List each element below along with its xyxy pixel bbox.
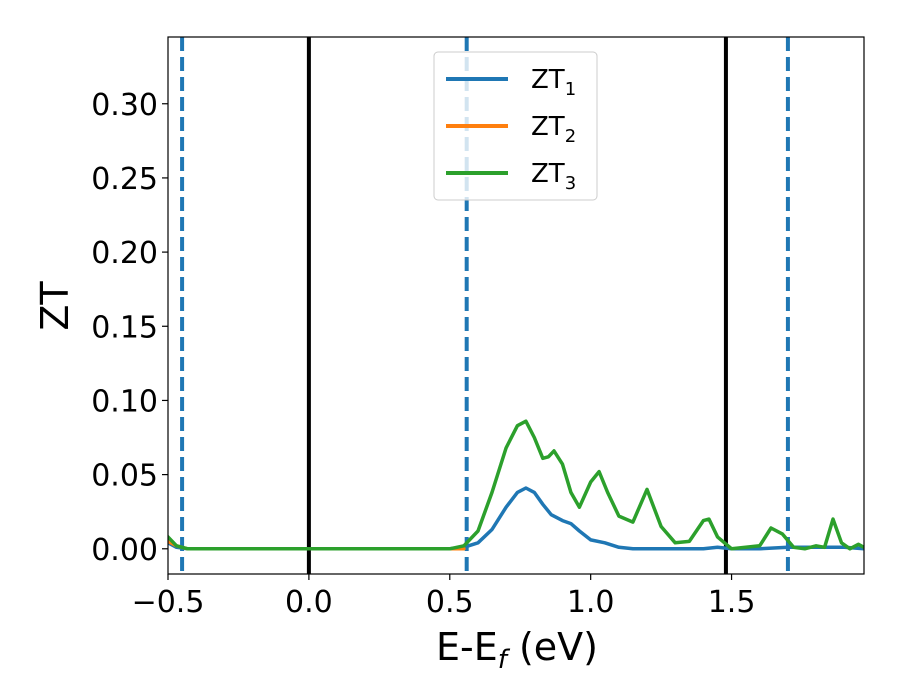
x-tick-label: 1.5 <box>708 585 756 620</box>
legend-box <box>433 51 598 201</box>
y-tick-label: 0.10 <box>91 384 158 419</box>
y-tick-label: 0.25 <box>91 162 158 197</box>
y-axis-label: ZT <box>33 281 77 331</box>
series-lines <box>168 419 864 551</box>
legend: ZT1 ZT2 ZT3 <box>433 51 598 201</box>
x-axis-ticks: −0.5 0.0 0.5 1.0 1.5 <box>132 574 756 620</box>
y-tick-label: 0.20 <box>91 236 158 271</box>
series-line-zt3 <box>168 419 864 551</box>
legend-label-zt3: ZT3 <box>531 159 576 194</box>
y-tick-label: 0.00 <box>91 533 158 568</box>
legend-label-zt2: ZT2 <box>531 112 576 147</box>
x-tick-label: 0.0 <box>285 585 333 620</box>
x-tick-label: −0.5 <box>132 585 205 620</box>
y-tick-label: 0.05 <box>91 459 158 494</box>
legend-label-zt1: ZT1 <box>531 65 576 100</box>
axes-frame <box>167 36 865 575</box>
axes-border <box>167 36 865 575</box>
y-tick-label: 0.30 <box>91 88 158 123</box>
y-axis-ticks: 0.00 0.05 0.10 0.15 0.20 0.25 0.30 <box>91 88 168 568</box>
x-tick-label: 0.5 <box>426 585 474 620</box>
x-axis-label-unit: (eV) <box>507 625 598 669</box>
y-tick-label: 0.15 <box>91 310 158 345</box>
x-tick-label: 1.0 <box>567 585 615 620</box>
x-axis-label: E-Ef (eV) <box>436 625 598 675</box>
